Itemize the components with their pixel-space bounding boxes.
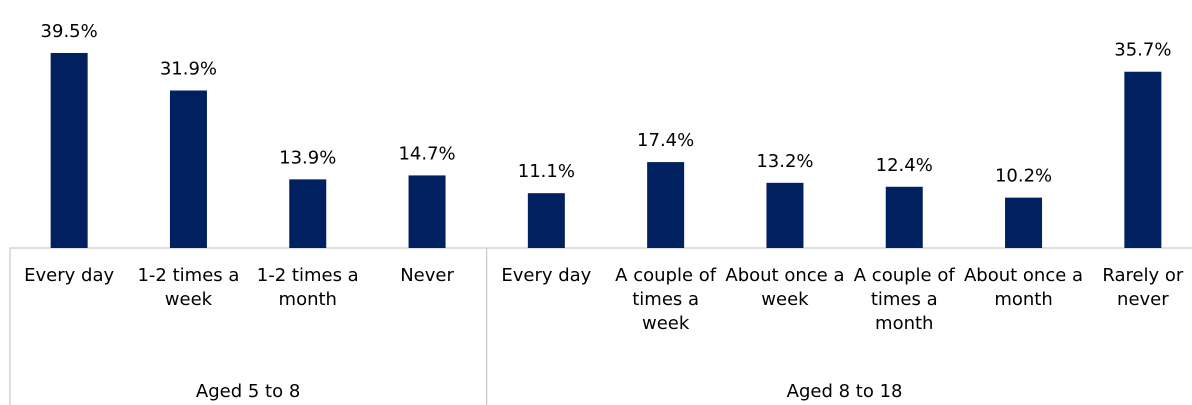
value-label: 13.2% [756,151,813,172]
bar [50,52,88,248]
category-label: Every day [501,265,592,286]
bar [647,162,685,248]
value-label: 10.2% [995,166,1052,187]
value-label: 14.7% [398,143,455,164]
category-label: About once a month [963,265,1084,310]
category-label: Rarely or never [1102,265,1184,310]
category-label: Never [400,265,454,286]
category-label: A couple of times a month [853,265,955,334]
group-label: Aged 5 to 8 [195,381,301,402]
value-label: 35.7% [1114,40,1171,61]
bar [408,175,446,248]
category-label: A couple of times a week [615,265,717,334]
value-label: 31.9% [160,58,217,79]
value-label: 17.4% [637,130,694,151]
bar [169,90,207,249]
bar [766,182,804,248]
bar [1005,197,1043,248]
bar [1124,71,1162,248]
category-label: About once a week [725,265,845,310]
category-label: 1-2 times a month [256,265,359,310]
bar [289,179,327,248]
category-label: Every day [24,265,115,286]
category-label: 1-2 times a week [137,265,240,310]
value-label: 13.9% [279,147,336,168]
group-label: Aged 8 to 18 [786,381,903,402]
bar [527,193,565,248]
value-label: 12.4% [876,155,933,176]
value-label: 11.1% [518,161,575,182]
bar [885,186,923,248]
value-label: 39.5% [41,21,98,42]
